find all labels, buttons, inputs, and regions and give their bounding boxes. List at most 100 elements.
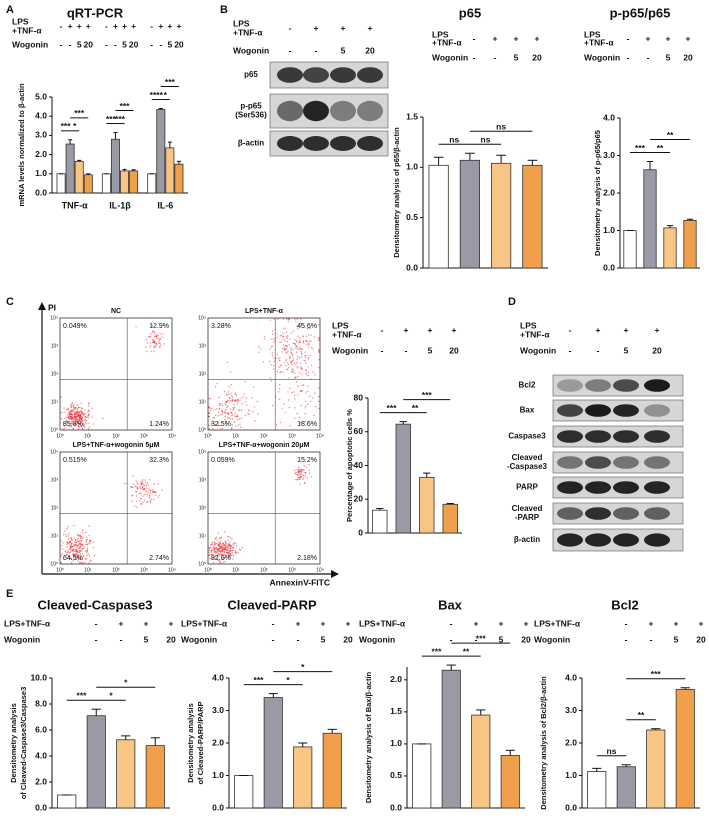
event-dot — [77, 411, 79, 413]
event-dot — [301, 348, 303, 351]
event-dot — [272, 333, 274, 335]
event-dot — [244, 381, 247, 383]
event-dot — [77, 428, 80, 430]
event-dot — [149, 336, 152, 338]
treatment-mark: + — [368, 23, 373, 33]
event-dot — [153, 491, 155, 493]
event-dot — [295, 471, 297, 474]
event-dot — [211, 549, 213, 552]
event-dot — [277, 318, 279, 320]
event-dot — [271, 345, 273, 348]
error-bar — [113, 132, 118, 140]
event-dot — [66, 416, 68, 418]
event-dot — [60, 554, 62, 556]
event-dot — [91, 407, 94, 409]
significance-label: ** — [412, 403, 419, 413]
flow-x-tick: 10⁰ — [204, 433, 212, 439]
treatment-label: Wogonin — [584, 52, 620, 62]
event-dot — [214, 537, 217, 540]
event-dot — [84, 543, 87, 546]
event-dot — [87, 405, 90, 407]
event-dot — [138, 492, 140, 495]
event-dot — [67, 411, 70, 414]
event-dot — [157, 496, 159, 499]
significance-label: *** — [635, 143, 646, 153]
event-dot — [220, 546, 223, 548]
panel-letter: D — [508, 296, 516, 308]
event-dot — [148, 494, 150, 496]
event-dot — [215, 552, 217, 554]
event-dot — [220, 543, 223, 546]
event-dot — [312, 371, 314, 373]
x-tick-label: IL-1β — [109, 200, 131, 210]
event-dot — [67, 422, 70, 424]
treatment-label: LPS — [584, 29, 601, 39]
treatment-mark: 5 — [499, 634, 504, 644]
event-dot — [218, 411, 220, 413]
event-dot — [231, 400, 233, 402]
event-dot — [77, 425, 80, 428]
event-dot — [223, 550, 225, 552]
event-dot — [221, 428, 224, 430]
y-tick-label: 5.0 — [35, 91, 47, 101]
bar — [110, 138, 120, 194]
blot-band — [585, 430, 611, 443]
panel-letter: A — [6, 4, 14, 16]
treatment-label: +TNF-α — [332, 329, 362, 339]
event-dot — [235, 400, 237, 403]
blot-band — [557, 533, 583, 547]
event-dot — [300, 472, 302, 474]
event-dot — [296, 318, 298, 320]
event-dot — [79, 415, 81, 417]
quadrant-label: 1.24% — [149, 421, 169, 428]
event-dot — [63, 411, 65, 414]
event-dot — [279, 371, 281, 374]
event-dot — [222, 546, 224, 548]
flow-title: LPS+TNF-α+wogonin 20μM — [219, 442, 310, 449]
event-dot — [318, 349, 320, 351]
treatment-mark: 20 — [696, 634, 706, 644]
blot-band — [644, 507, 670, 520]
event-dot — [80, 417, 82, 420]
event-dot — [221, 413, 223, 416]
event-dot — [279, 421, 282, 424]
event-dot — [140, 503, 142, 506]
event-dot — [81, 562, 83, 564]
event-dot — [236, 418, 239, 420]
event-dot — [92, 541, 95, 544]
y-tick-label: 2.0 — [603, 187, 615, 197]
event-dot — [302, 336, 304, 338]
event-dot — [273, 337, 276, 340]
treatment-mark: + — [499, 618, 504, 628]
event-dot — [70, 422, 72, 425]
event-dot — [235, 545, 238, 547]
x-tick-label: IL-6 — [157, 200, 173, 210]
event-dot — [214, 424, 216, 426]
event-dot — [228, 414, 230, 416]
bar — [442, 503, 458, 534]
event-dot — [77, 557, 80, 560]
event-dot — [307, 372, 310, 374]
event-dot — [216, 555, 218, 557]
event-dot — [230, 547, 232, 550]
event-dot — [272, 404, 274, 407]
quadrant-label: 85.8% — [63, 421, 83, 428]
event-dot — [212, 554, 214, 556]
significance-label: *** — [74, 108, 85, 118]
event-dot — [223, 390, 226, 393]
event-dot — [298, 341, 300, 344]
quadrant-label: 32.3% — [149, 457, 169, 464]
bar — [459, 159, 480, 269]
blot-label: -Caspase3 — [507, 462, 548, 471]
event-dot — [295, 363, 297, 366]
event-dot — [210, 551, 212, 553]
bar — [57, 794, 77, 809]
event-dot — [82, 536, 84, 539]
flow-x-tick: 10¹ — [232, 567, 240, 573]
y-axis-label: Densitometry analysis — [186, 703, 195, 783]
event-dot — [251, 397, 253, 399]
event-dot — [145, 484, 148, 486]
bar — [646, 729, 666, 809]
event-dot — [152, 330, 154, 333]
event-dot — [70, 425, 72, 428]
